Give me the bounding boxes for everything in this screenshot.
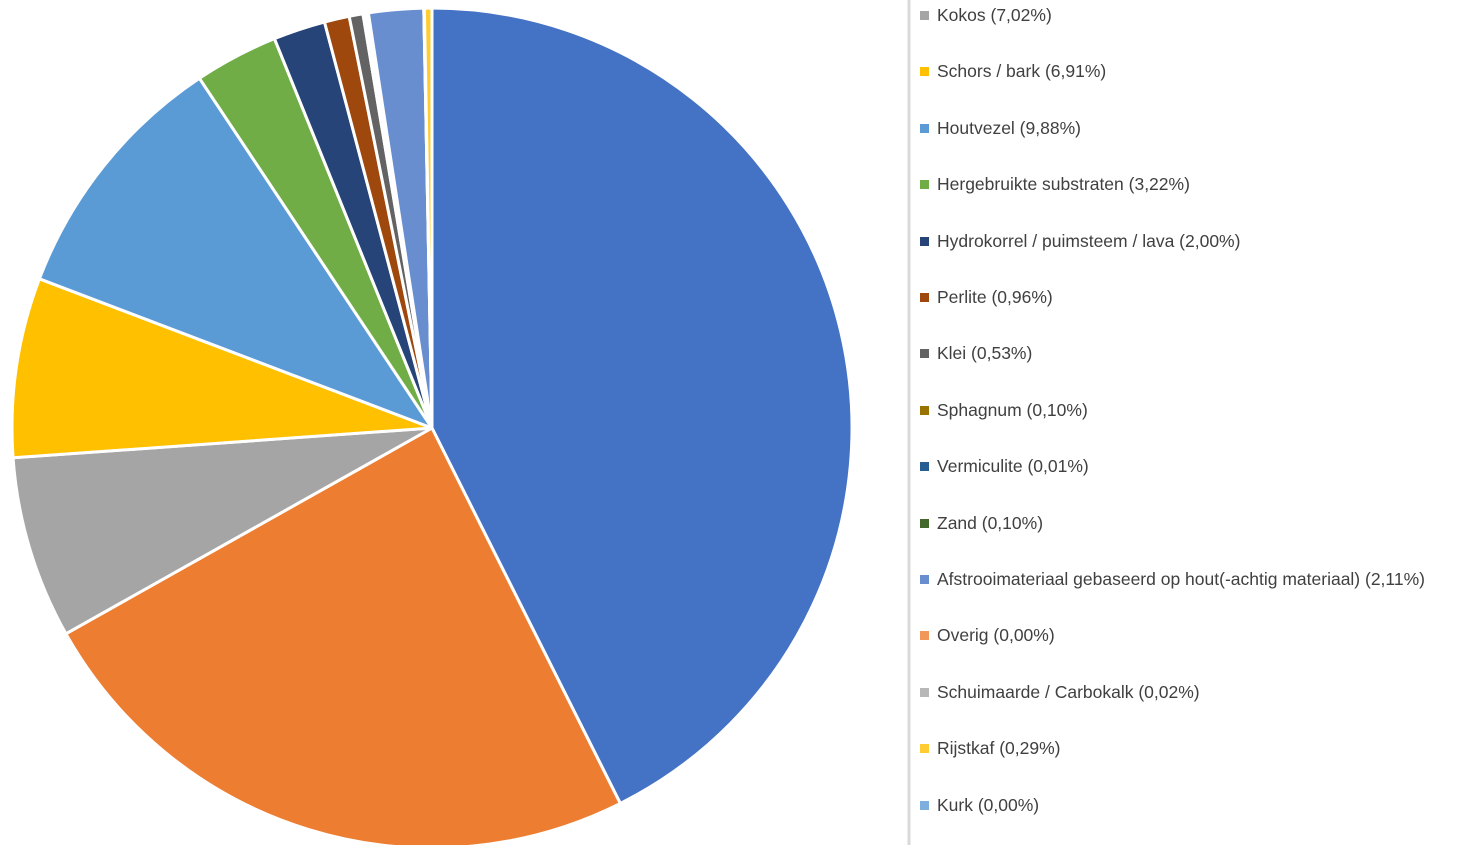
legend-swatch xyxy=(920,462,929,472)
legend-swatch xyxy=(920,744,929,754)
legend-item: Rijstkaf (0,29%) xyxy=(918,737,1474,759)
legend-label: Sphagnum (0,10%) xyxy=(937,399,1088,420)
pie-slice xyxy=(11,426,434,636)
legend-item: Vermiculite (0,01%) xyxy=(918,455,1474,477)
legend-item: Schuimaarde / Carbokalk (0,02%) xyxy=(918,681,1474,703)
legend-item: Overig (0,00%) xyxy=(918,624,1474,646)
legend-label: Perlite (0,96%) xyxy=(937,287,1053,307)
legend-label: Afstrooimateriaal gebaseerd op hout(-ach… xyxy=(937,569,1425,589)
legend-item: Perlite (0,96%) xyxy=(918,286,1474,308)
legend-item: Hergebruikte substraten (3,22%) xyxy=(918,173,1474,195)
legend-item: Kokos (7,02%) xyxy=(918,4,1474,26)
legend-item: Klei (0,53%) xyxy=(918,342,1474,364)
legend-label: Kokos (7,02%) xyxy=(937,5,1052,25)
legend-swatch xyxy=(920,800,929,810)
legend-label: Schors / bark (6,91%) xyxy=(937,61,1107,82)
pie-slice xyxy=(430,6,854,805)
legend-swatch xyxy=(920,67,929,77)
pie-slice xyxy=(37,76,434,430)
legend-label: Hydrokorrel / puimsteem / lava (2,00%) xyxy=(937,230,1241,251)
legend-label: Houtvezel (9,88%) xyxy=(937,117,1081,138)
legend-swatch xyxy=(920,405,929,415)
legend-swatch xyxy=(920,11,929,20)
legend-swatch xyxy=(920,349,929,359)
legend-item: Hydrokorrel / puimsteem / lava (2,00%) xyxy=(918,230,1474,252)
legend-swatch xyxy=(920,518,929,528)
pie-slice xyxy=(10,277,434,460)
legend-label: Schuimaarde / Carbokalk (0,02%) xyxy=(937,681,1200,702)
legend-item: Afstrooimateriaal gebaseerd op hout(-ach… xyxy=(918,568,1474,590)
legend-label: Zand (0,10%) xyxy=(937,512,1044,533)
legend-swatch xyxy=(920,293,929,302)
legend-item: Schors / bark (6,91%) xyxy=(918,60,1474,82)
legend-label: Overig (0,00%) xyxy=(937,625,1055,646)
legend-swatch xyxy=(920,631,929,641)
legend-swatch xyxy=(920,687,929,697)
legend-item: Kurk (0,00%) xyxy=(918,794,1474,816)
legend-swatch xyxy=(920,575,929,584)
legend-label: Hergebruikte substraten (3,22%) xyxy=(937,174,1190,195)
legend-item: Zand (0,10%) xyxy=(918,512,1474,534)
legend-label: Vermiculite (0,01%) xyxy=(937,456,1089,477)
legend-swatch xyxy=(920,180,929,190)
pie-slice xyxy=(64,426,622,845)
legend-label: Klei (0,53%) xyxy=(937,343,1033,364)
legend-item: Houtvezel (9,88%) xyxy=(918,117,1474,139)
legend-swatch xyxy=(920,123,929,133)
legend-label: Rijstkaf (0,29%) xyxy=(937,738,1061,759)
legend-item: Sphagnum (0,10%) xyxy=(918,399,1474,421)
legend-label: Kurk (0,00%) xyxy=(937,794,1040,815)
legend-swatch xyxy=(920,236,929,246)
